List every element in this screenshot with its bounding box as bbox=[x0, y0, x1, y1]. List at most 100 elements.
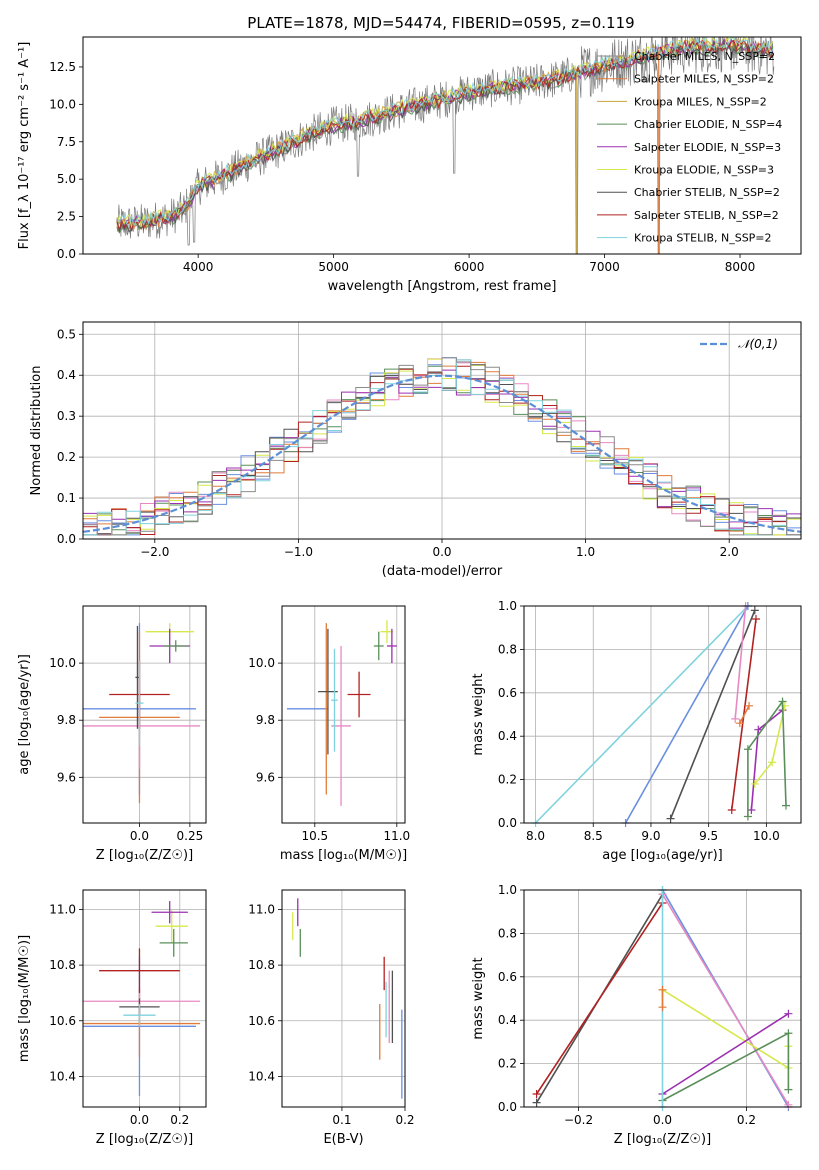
normal-curve bbox=[83, 374, 801, 533]
spectrum-model-series bbox=[116, 37, 774, 230]
axes-frame bbox=[82, 889, 207, 1108]
spectrum-model-series bbox=[116, 38, 774, 231]
axes-frame bbox=[82, 321, 802, 540]
error-bar-point bbox=[347, 671, 371, 718]
y-axis-label: age [log₁₀(age/yr)] bbox=[17, 654, 32, 775]
mass-weight-line bbox=[747, 699, 787, 817]
legend-label: Kroupa STELIB, N_SSP=2 bbox=[634, 232, 772, 245]
error-bar-point bbox=[83, 683, 200, 769]
spectrum-model-series bbox=[116, 40, 774, 234]
x-axis-label: E(B-V) bbox=[323, 1132, 363, 1147]
mass-weight-series bbox=[735, 701, 754, 728]
y-axis-label: Flux [f_λ 10⁻¹⁷ erg cm⁻² s⁻¹ A⁻¹] bbox=[17, 42, 32, 250]
x-tick-label: −1.0 bbox=[284, 545, 313, 559]
spectrum-model-series bbox=[116, 39, 774, 232]
y-tick-label: 11.0 bbox=[248, 902, 275, 916]
x-axis-label: wavelength [Angstrom, rest frame] bbox=[328, 279, 557, 294]
x-tick-label: 0.0 bbox=[130, 829, 149, 843]
mass-weight-line bbox=[662, 989, 790, 1070]
x-tick-label: 8000 bbox=[725, 260, 756, 274]
y-tick-label: 0.2 bbox=[57, 450, 76, 464]
legend-label: Kroupa MILES, N_SSP=2 bbox=[634, 95, 767, 108]
mass-weight-marker bbox=[781, 801, 790, 810]
mass-weight-marker bbox=[532, 1089, 541, 1098]
mass-weight-line bbox=[662, 1013, 789, 1095]
y-tick-label: 0.0 bbox=[57, 532, 76, 546]
axes-frame bbox=[281, 605, 406, 824]
y-tick-label: 0.2 bbox=[498, 1057, 517, 1071]
error-bar-point bbox=[83, 987, 200, 1016]
mass-weight-line bbox=[750, 709, 784, 811]
x-tick-label: 0.25 bbox=[177, 829, 204, 843]
y-tick-label: 10.6 bbox=[248, 1014, 275, 1028]
y-tick-label: 1.0 bbox=[498, 599, 517, 613]
mass-weight-marker bbox=[751, 615, 760, 624]
y-axis-label: Normed distribution bbox=[29, 366, 44, 496]
y-tick-label: 0.2 bbox=[498, 773, 517, 787]
mass-weight-marker bbox=[731, 714, 740, 723]
y-tick-label: 1.0 bbox=[498, 883, 517, 897]
error-bar-point bbox=[155, 909, 188, 943]
mass-vs-metallicity-panel: 0.0 0.2 10.4 10.6 10.8 11.0 Z [log₁₀(Z/Z☉)] mas… bbox=[17, 889, 207, 1147]
error-bar-point bbox=[163, 640, 188, 652]
mass-weight-series bbox=[750, 701, 789, 788]
mass-weight-series bbox=[658, 1009, 793, 1098]
mass-weight-marker bbox=[778, 697, 787, 706]
x-tick-label: −2.0 bbox=[140, 545, 169, 559]
mass-weight-series bbox=[743, 697, 790, 821]
x-tick-label: −0.2 bbox=[564, 1113, 593, 1127]
error-bar-point bbox=[386, 628, 397, 664]
x-tick-label: 8.5 bbox=[584, 829, 603, 843]
legend-label: Chabrier MILES, N_SSP=2 bbox=[634, 50, 775, 63]
x-tick-label: 10.5 bbox=[301, 829, 328, 843]
y-tick-label: 0.4 bbox=[57, 368, 76, 382]
y-tick-label: 2.5 bbox=[57, 210, 76, 224]
y-tick-label: 5.0 bbox=[57, 172, 76, 186]
legend-label: Salpeter ELODIE, N_SSP=3 bbox=[634, 141, 781, 154]
x-tick-label: 0.0 bbox=[130, 1113, 149, 1127]
histogram-series bbox=[83, 361, 801, 536]
axes-frame bbox=[82, 36, 802, 255]
mass-weight-series bbox=[658, 1029, 793, 1105]
error-bar-point bbox=[151, 901, 188, 924]
mass-weight-line bbox=[662, 1031, 790, 1102]
x-tick-label: 0.0 bbox=[653, 1113, 672, 1127]
y-tick-label: 9.6 bbox=[57, 770, 76, 784]
y-tick-label: 0.4 bbox=[498, 1013, 517, 1027]
legend-label: Salpeter STELIB, N_SSP=2 bbox=[634, 209, 779, 222]
error-bar-point bbox=[373, 631, 384, 661]
y-tick-label: 11.0 bbox=[49, 902, 76, 916]
error-bar-point bbox=[123, 1004, 156, 1027]
x-tick-label: 9.5 bbox=[699, 829, 718, 843]
x-axis-label: age [log₁₀(age/yr)] bbox=[602, 848, 723, 863]
error-bar-point bbox=[99, 948, 180, 993]
y-tick-label: 0.6 bbox=[498, 686, 517, 700]
x-axis-label: Z [log₁₀(Z/Z☉)] bbox=[96, 1132, 193, 1147]
x-axis-label: (data-model)/error bbox=[382, 564, 503, 579]
spectrum-model-series bbox=[116, 40, 774, 234]
error-bar-point bbox=[159, 928, 188, 957]
error-bar-point bbox=[135, 625, 140, 729]
x-tick-label: 7000 bbox=[589, 260, 620, 274]
spectrum-panel: 4000 5000 6000 7000 8000 0.0 2.5 5.0 7.5 10.0 12.5… bbox=[17, 36, 802, 294]
y-tick-label: 0.0 bbox=[498, 1100, 517, 1114]
y-tick-label: 0.5 bbox=[57, 327, 76, 341]
mass-weight-vs-age-panel: 8.0 8.5 9.0 9.5 10.0 0.0 0.2 0.4 0.6 0.8 1.0 age [l… bbox=[471, 599, 802, 863]
legend-label: Kroupa ELODIE, N_SSP=3 bbox=[634, 164, 774, 177]
mass-weight-line bbox=[669, 610, 756, 819]
x-axis-label: Z [log₁₀(Z/Z☉)] bbox=[614, 1132, 711, 1147]
y-axis-label: mass weight bbox=[471, 957, 486, 1039]
y-tick-label: 10.0 bbox=[49, 656, 76, 670]
figure-title: PLATE=1878, MJD=54474, FIBERID=0595, z=0… bbox=[247, 14, 634, 32]
y-tick-label: 0.4 bbox=[498, 729, 517, 743]
histogram-series bbox=[83, 359, 801, 536]
mass-weight-line bbox=[535, 902, 664, 1095]
axes-frame bbox=[523, 605, 802, 824]
y-tick-label: 9.8 bbox=[57, 713, 76, 727]
histogram-group bbox=[83, 357, 801, 536]
axes-frame bbox=[523, 889, 802, 1108]
mass-weight-marker bbox=[532, 1098, 541, 1107]
y-tick-label: 0.3 bbox=[57, 409, 76, 423]
x-tick-label: 2.0 bbox=[720, 545, 739, 559]
axes-frame bbox=[281, 889, 406, 1108]
